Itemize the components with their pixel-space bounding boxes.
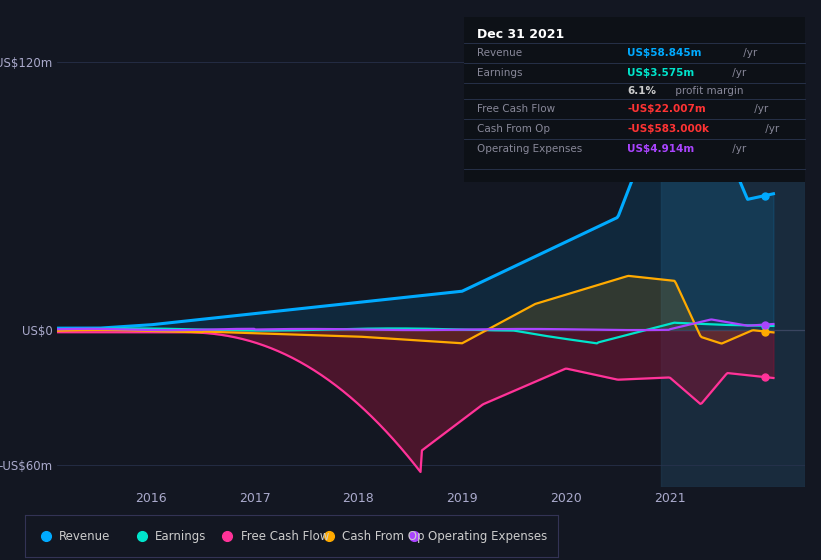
- Text: -US$22.007m: -US$22.007m: [627, 104, 706, 114]
- Text: Dec 31 2021: Dec 31 2021: [478, 29, 565, 41]
- Text: Operating Expenses: Operating Expenses: [428, 530, 547, 543]
- Text: /yr: /yr: [728, 68, 745, 78]
- Text: profit margin: profit margin: [672, 86, 744, 96]
- Text: -US$583.000k: -US$583.000k: [627, 124, 709, 134]
- Text: US$58.845m: US$58.845m: [627, 48, 702, 58]
- Text: Earnings: Earnings: [155, 530, 207, 543]
- Text: Cash From Op: Cash From Op: [342, 530, 424, 543]
- Text: US$3.575m: US$3.575m: [627, 68, 695, 78]
- Text: Cash From Op: Cash From Op: [478, 124, 551, 134]
- Text: /yr: /yr: [763, 124, 780, 134]
- Text: 6.1%: 6.1%: [627, 86, 657, 96]
- Text: Earnings: Earnings: [478, 68, 523, 78]
- Text: /yr: /yr: [740, 48, 757, 58]
- Text: Free Cash Flow: Free Cash Flow: [478, 104, 556, 114]
- Text: Operating Expenses: Operating Expenses: [478, 144, 583, 154]
- Text: /yr: /yr: [751, 104, 768, 114]
- Text: Revenue: Revenue: [59, 530, 111, 543]
- Text: US$4.914m: US$4.914m: [627, 144, 695, 154]
- Text: /yr: /yr: [728, 144, 745, 154]
- Text: Free Cash Flow: Free Cash Flow: [241, 530, 329, 543]
- Bar: [662, 28, 805, 487]
- Text: Revenue: Revenue: [478, 48, 523, 58]
